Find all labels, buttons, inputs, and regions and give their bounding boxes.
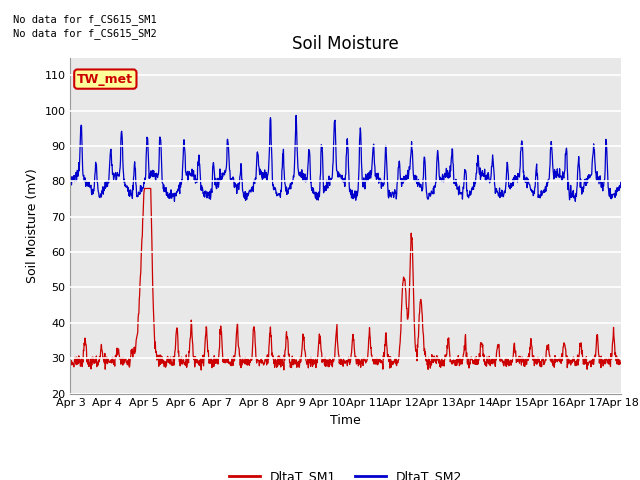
DltaT_SM1: [141, 186, 148, 192]
DltaT_SM2: [175, 187, 183, 193]
DltaT_SM1: [432, 360, 440, 365]
Text: No data for f_CS615_SM2: No data for f_CS615_SM2: [13, 28, 157, 39]
DltaT_SM2: [617, 179, 625, 184]
DltaT_SM2: [504, 159, 511, 165]
DltaT_SM1: [67, 359, 74, 365]
Title: Soil Moisture: Soil Moisture: [292, 35, 399, 53]
Text: No data for f_CS615_SM1: No data for f_CS615_SM1: [13, 13, 157, 24]
DltaT_SM2: [572, 198, 579, 204]
Y-axis label: Soil Moisture (mV): Soil Moisture (mV): [26, 168, 39, 283]
DltaT_SM1: [252, 339, 259, 345]
Text: TW_met: TW_met: [77, 72, 133, 85]
DltaT_SM2: [250, 180, 258, 185]
DltaT_SM2: [552, 171, 559, 177]
Line: DltaT_SM2: DltaT_SM2: [70, 116, 621, 201]
DltaT_SM2: [431, 184, 439, 190]
DltaT_SM2: [189, 173, 196, 179]
DltaT_SM1: [552, 357, 560, 363]
DltaT_SM2: [292, 113, 300, 119]
DltaT_SM1: [504, 357, 511, 362]
Line: DltaT_SM1: DltaT_SM1: [70, 189, 621, 370]
DltaT_SM1: [189, 353, 197, 359]
DltaT_SM1: [197, 367, 205, 373]
DltaT_SM1: [176, 357, 184, 363]
DltaT_SM1: [617, 360, 625, 366]
X-axis label: Time: Time: [330, 414, 361, 427]
DltaT_SM2: [67, 182, 74, 188]
Legend: DltaT_SM1, DltaT_SM2: DltaT_SM1, DltaT_SM2: [223, 465, 468, 480]
